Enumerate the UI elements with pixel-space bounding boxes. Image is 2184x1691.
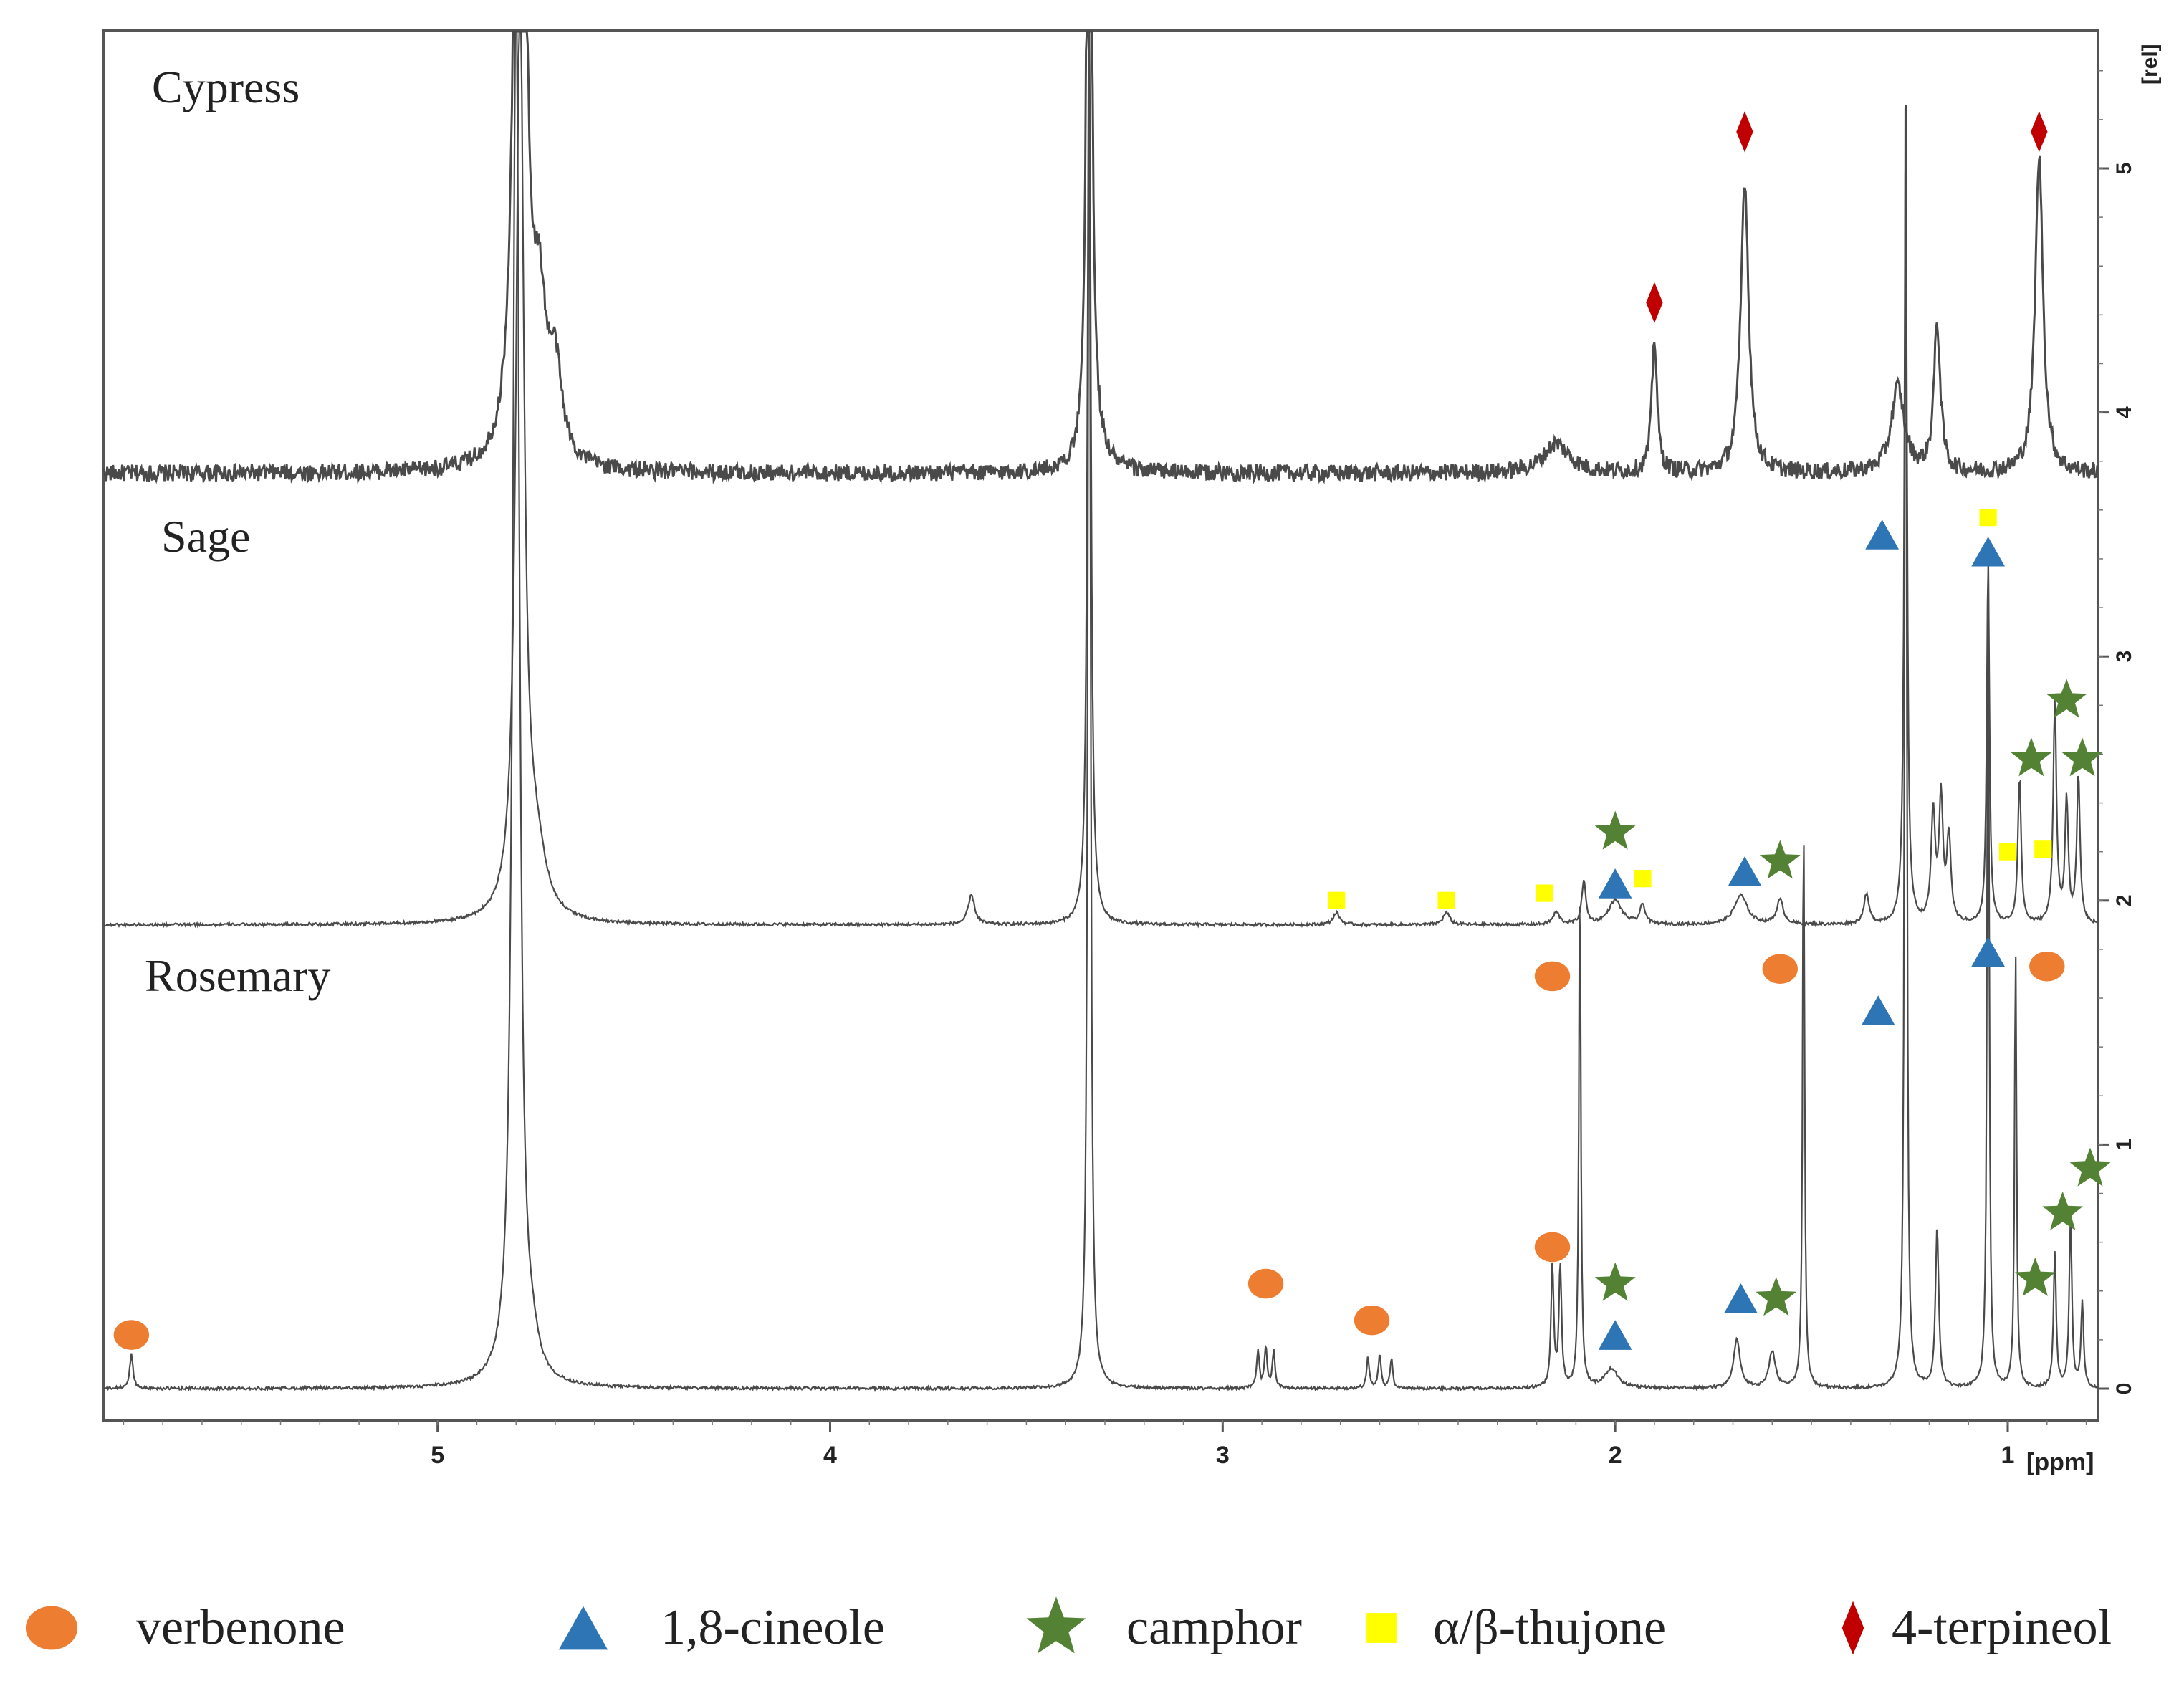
- annotation-markers: [113, 111, 2111, 1350]
- spectrum-line-rosemary: [103, 30, 2099, 1393]
- marker--thujone: [1536, 884, 1553, 902]
- spectrum-label-rosemary: Rosemary: [145, 950, 331, 1001]
- marker--thujone: [1979, 508, 1997, 527]
- spectrum-line-cypress: [102, 30, 2099, 485]
- marker--thujone: [1998, 843, 2017, 861]
- legend-marker-1-8-cineole: [558, 1606, 608, 1650]
- marker-verbenone: [2029, 951, 2065, 982]
- marker-verbenone: [1534, 961, 1571, 992]
- legend-marker-camphor: [1026, 1596, 1086, 1654]
- x-tick-label: 5: [431, 1442, 444, 1469]
- y-tick-label: 4: [2112, 406, 2136, 418]
- marker-camphor: [2014, 1257, 2056, 1296]
- y-axis: 0 1 2 3 4 5: [2098, 70, 2136, 1395]
- marker-verbenone: [1247, 1268, 1284, 1299]
- legend-label-camphor: camphor: [1126, 1600, 1302, 1655]
- marker-1-8-cineole: [1598, 868, 1632, 899]
- marker-4-terpineol: [1646, 282, 1663, 323]
- x-tick-label: 2: [1609, 1442, 1622, 1469]
- y-tick-label: 0: [2112, 1383, 2136, 1395]
- legend-marker--thujone: [1366, 1613, 1397, 1643]
- marker-camphor: [1594, 810, 1636, 850]
- legend-marker-4-terpineol: [1841, 1601, 1864, 1655]
- marker-4-terpineol: [2031, 111, 2048, 153]
- y-tick-label: 3: [2112, 651, 2136, 663]
- plot-area: 5 4 3 2 1 0 1 2 3 4 5 Cypress Sage Rosemary [ppm]…: [102, 29, 2162, 1476]
- spectrum-label-cypress: Cypress: [152, 62, 300, 112]
- marker-1-8-cineole: [1724, 1283, 1758, 1313]
- y-tick-label: 2: [2112, 894, 2136, 906]
- x-tick-label: 1: [2001, 1442, 2015, 1469]
- marker-camphor: [2046, 679, 2087, 718]
- spectrum-line-sage: [103, 30, 2099, 929]
- x-axis-unit: [ppm]: [2026, 1449, 2094, 1476]
- y-axis-unit: [rel]: [2138, 44, 2162, 85]
- marker-1-8-cineole: [1598, 1320, 1632, 1350]
- marker-camphor: [1759, 840, 1801, 879]
- y-tick-label: 1: [2112, 1139, 2136, 1151]
- marker-1-8-cineole: [1971, 536, 2006, 567]
- marker-verbenone: [1354, 1305, 1390, 1336]
- legend-label-1-8-cineole: 1,8-cineole: [661, 1600, 885, 1655]
- marker-camphor: [2061, 737, 2103, 777]
- marker-1-8-cineole: [1971, 936, 2006, 967]
- spectrum-label-sage: Sage: [161, 511, 250, 562]
- marker--thujone: [1634, 870, 1652, 888]
- legend-label--thujone: α/β-thujone: [1433, 1600, 1666, 1655]
- marker-camphor: [2069, 1147, 2111, 1187]
- marker--thujone: [1437, 891, 1455, 909]
- marker-camphor: [2042, 1191, 2084, 1230]
- spectra-group: [102, 30, 2099, 1393]
- marker-camphor: [1594, 1262, 1636, 1301]
- x-tick-label: 3: [1216, 1442, 1230, 1469]
- marker-camphor: [1756, 1277, 1797, 1316]
- marker--thujone: [2034, 840, 2052, 858]
- marker-1-8-cineole: [1865, 519, 1900, 550]
- legend-label-4-terpineol: 4-terpineol: [1892, 1600, 2112, 1655]
- legend: verbenone 1,8-cineole camphor α/β-thujone 4-…: [25, 1596, 2112, 1655]
- marker-4-terpineol: [1736, 111, 1753, 153]
- marker-verbenone: [1762, 954, 1798, 984]
- legend-label-verbenone: verbenone: [136, 1600, 345, 1655]
- marker-camphor: [2011, 737, 2052, 777]
- marker--thujone: [1328, 891, 1346, 909]
- plot-frame: [102, 29, 2099, 1422]
- marker-1-8-cineole: [1861, 995, 1895, 1025]
- y-tick-label: 5: [2112, 163, 2136, 175]
- x-tick-label: 4: [823, 1442, 837, 1469]
- marker-verbenone: [1534, 1232, 1571, 1263]
- x-axis: 5 4 3 2 1: [123, 1420, 2087, 1469]
- marker-verbenone: [113, 1320, 150, 1350]
- legend-marker-verbenone: [25, 1606, 78, 1650]
- marker-1-8-cineole: [1728, 856, 1762, 886]
